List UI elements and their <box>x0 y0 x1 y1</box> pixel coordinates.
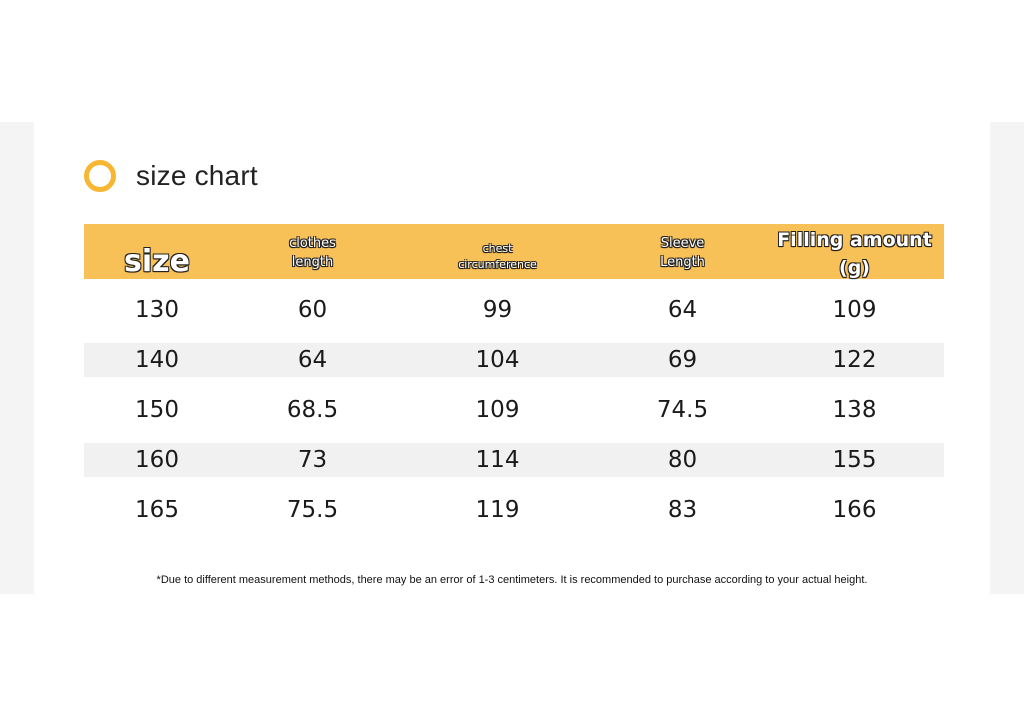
table-row: 165 75.5 119 83 166 <box>84 493 944 527</box>
header-chest-circumference: chest circumference <box>395 231 600 273</box>
cell-size: 160 <box>135 447 179 473</box>
cell-clothes-length: 60 <box>297 297 328 323</box>
cell-size: 165 <box>135 497 179 523</box>
cell-filling: 138 <box>832 397 877 423</box>
header-size: size <box>124 243 190 279</box>
cell-sleeve: 69 <box>667 347 698 373</box>
cell-size: 130 <box>135 297 179 323</box>
cell-filling: 122 <box>832 347 877 373</box>
cell-sleeve: 74.5 <box>656 397 709 423</box>
header-chest-line-2: circumference <box>458 257 537 271</box>
header-clothes-length: clothes length <box>230 231 395 273</box>
page-title: size chart <box>136 160 258 191</box>
cell-clothes-length: 75.5 <box>286 497 339 523</box>
table-row: 130 60 99 64 109 <box>84 293 944 327</box>
size-table: size clothes length chest circumference … <box>84 224 944 543</box>
cell-sleeve: 64 <box>667 297 698 323</box>
header-sleeve-line-2: Length <box>660 254 705 270</box>
cell-chest: 104 <box>475 347 520 373</box>
header-sleeve-length: Sleeve Length <box>600 231 765 273</box>
cell-filling: 109 <box>832 297 877 323</box>
cell-size: 140 <box>135 347 179 373</box>
header-clothes-length-line-2: length <box>291 254 334 270</box>
cell-filling: 166 <box>832 497 877 523</box>
header-chest-line-1: chest <box>482 241 513 255</box>
cell-chest: 109 <box>475 397 520 423</box>
cell-clothes-length: 73 <box>297 447 328 473</box>
header-filling-amount: Filling amount (g) <box>777 228 932 279</box>
right-margin-strip <box>990 122 1024 594</box>
table-header: size clothes length chest circumference … <box>84 224 944 279</box>
table-row: 150 68.5 109 74.5 138 <box>84 393 944 427</box>
cell-sleeve: 80 <box>667 447 698 473</box>
size-chart-panel: size chart size clothes length chest cir… <box>34 122 990 594</box>
cell-chest: 119 <box>475 497 520 523</box>
cell-size: 150 <box>135 397 179 423</box>
measurement-note: *Due to different measurement methods, t… <box>156 574 868 586</box>
header-sleeve-line-1: Sleeve <box>660 235 705 251</box>
cell-sleeve: 83 <box>667 497 698 523</box>
header-clothes-length-line-1: clothes <box>289 235 336 251</box>
cell-filling: 155 <box>832 447 877 473</box>
table-row: 140 64 104 69 122 <box>84 343 944 377</box>
left-margin-strip <box>0 122 34 594</box>
cell-clothes-length: 68.5 <box>286 397 339 423</box>
cell-clothes-length: 64 <box>297 347 328 373</box>
table-row: 160 73 114 80 155 <box>84 443 944 477</box>
cell-chest: 99 <box>482 297 513 323</box>
title-row: size chart <box>84 158 258 194</box>
cell-chest: 114 <box>475 447 520 473</box>
circle-bullet-icon <box>84 160 116 192</box>
